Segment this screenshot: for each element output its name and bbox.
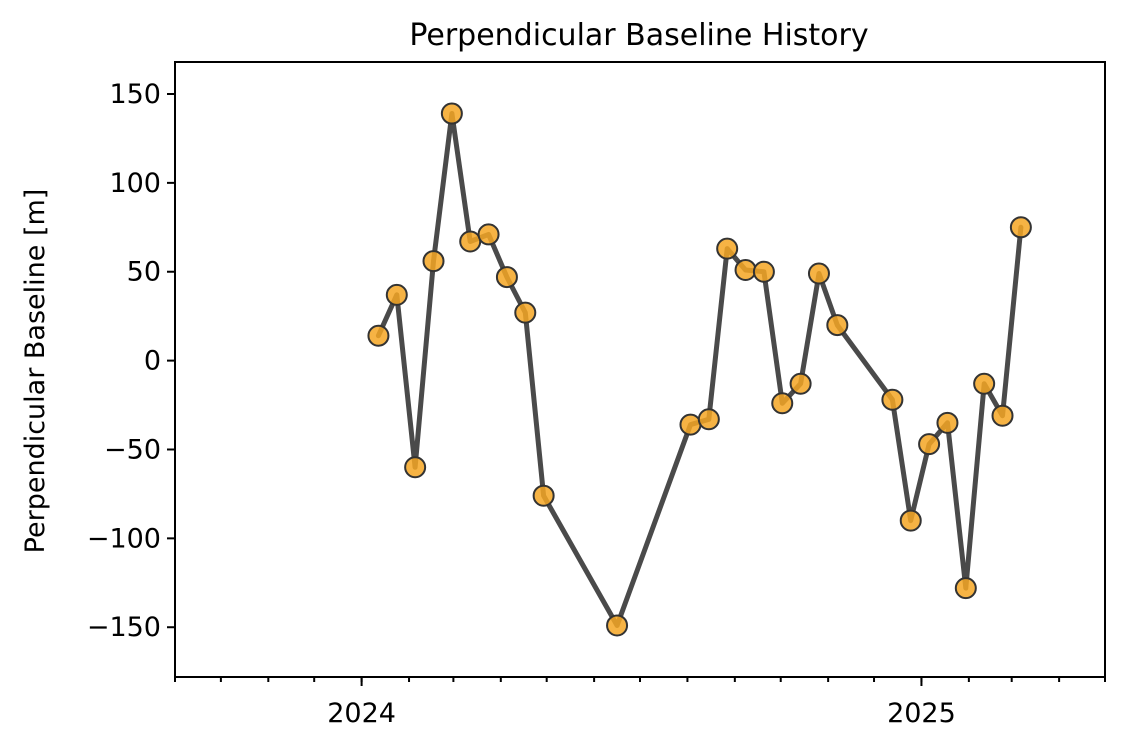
y-tick-label: 0 xyxy=(144,346,161,377)
data-point xyxy=(918,433,941,456)
plot-area xyxy=(367,102,1032,637)
data-point xyxy=(807,262,830,285)
y-axis-label: Perpendicular Baseline [m] xyxy=(20,189,51,554)
y-tick-label: −100 xyxy=(87,523,161,554)
data-point xyxy=(679,413,702,436)
data-point xyxy=(752,260,775,283)
data-point xyxy=(899,509,922,532)
data-point xyxy=(1009,216,1032,239)
data-point xyxy=(954,577,977,600)
chart-title: Perpendicular Baseline History xyxy=(409,18,868,53)
data-point xyxy=(991,404,1014,427)
data-point xyxy=(771,392,794,415)
y-tick-label: −50 xyxy=(104,434,161,465)
data-point xyxy=(404,456,427,479)
data-point xyxy=(734,258,757,281)
data-point xyxy=(697,408,720,431)
data-point xyxy=(826,314,849,337)
y-tick-label: 150 xyxy=(109,79,161,110)
data-point xyxy=(606,614,629,637)
data-point xyxy=(495,266,518,289)
data-point xyxy=(385,283,408,306)
data-point xyxy=(477,223,500,246)
x-tick-label: 2024 xyxy=(327,698,396,729)
data-point xyxy=(973,372,996,395)
x-tick-label: 2025 xyxy=(887,698,956,729)
y-tick-label: 100 xyxy=(109,168,161,199)
y-tick-label: −150 xyxy=(87,612,161,643)
axis-ticks: 150 100 50 0 −50 −100 −150 2024 2025 xyxy=(87,79,1106,729)
data-point xyxy=(936,411,959,434)
y-tick-label: 50 xyxy=(127,257,161,288)
data-point xyxy=(532,484,555,507)
data-point xyxy=(514,301,537,324)
data-point xyxy=(716,237,739,260)
data-point xyxy=(789,372,812,395)
axes-frame xyxy=(174,61,1106,678)
data-point xyxy=(367,324,390,347)
data-point xyxy=(881,388,904,411)
series-line xyxy=(375,111,1024,628)
data-point xyxy=(440,102,463,125)
data-point xyxy=(422,250,445,273)
data-point xyxy=(459,230,482,253)
